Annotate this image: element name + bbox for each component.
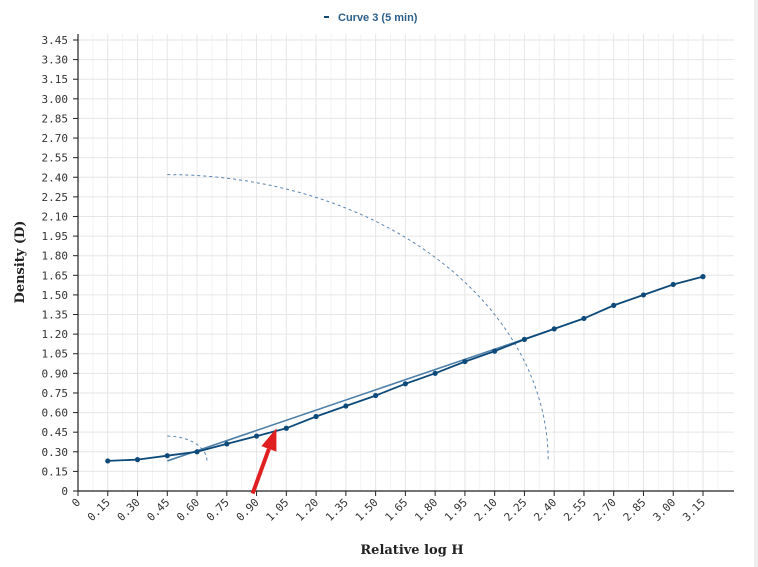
arrow-head <box>261 428 277 452</box>
grid <box>78 34 734 491</box>
y-tick-label: 0.75 <box>42 387 69 400</box>
y-tick-label: 2.10 <box>42 210 69 223</box>
x-axis-title: Relative log H <box>360 543 463 558</box>
y-tick-label: 0.90 <box>42 367 69 380</box>
data-point[interactable] <box>611 302 617 308</box>
data-point[interactable] <box>670 281 676 288</box>
dashed-arc <box>167 435 208 461</box>
x-tick-label: 1.20 <box>293 496 321 524</box>
x-tick-label: 1.95 <box>442 496 470 524</box>
data-point[interactable] <box>224 441 230 447</box>
x-tick-label: 1.65 <box>383 496 411 524</box>
x-tick-label: 0.15 <box>85 496 113 524</box>
legend-label: Curve 3 (5 min) <box>338 12 418 24</box>
y-tick-label: 2.85 <box>42 112 69 125</box>
y-tick-label: 3.15 <box>42 73 69 86</box>
series <box>105 274 706 464</box>
x-tick-label: 0.30 <box>115 496 143 524</box>
y-tick-label: 1.35 <box>42 309 69 322</box>
data-point[interactable] <box>105 458 111 464</box>
data-point[interactable] <box>194 449 200 455</box>
arrow-shaft <box>250 448 271 495</box>
arrow-layer <box>250 428 277 495</box>
legend[interactable]: Curve 3 (5 min) <box>324 12 418 24</box>
y-tick-label: 2.55 <box>42 152 69 165</box>
y-axis-ticks: 0 0.15 0.30 0.45 0.60 0.75 0.90 1.05 1.20 1.35 1.5… <box>42 34 78 498</box>
y-tick-label: 2.70 <box>42 132 69 145</box>
data-point[interactable] <box>283 425 289 431</box>
y-axis-title: Density (D) <box>13 221 28 304</box>
y-tick-label: 0.45 <box>42 426 69 439</box>
x-tick-label: 1.05 <box>264 496 292 524</box>
scrollbar-track[interactable] <box>754 0 758 567</box>
data-point[interactable] <box>313 413 319 420</box>
data-point[interactable] <box>492 348 498 354</box>
x-tick-label: 2.25 <box>502 496 530 524</box>
y-tick-label: 2.40 <box>42 171 69 184</box>
y-tick-label: 0.30 <box>42 446 69 459</box>
y-tick-label: 0.60 <box>42 407 69 420</box>
data-point[interactable] <box>134 457 141 463</box>
y-tick-label: 0.15 <box>42 465 69 478</box>
dashed-arc <box>167 174 549 461</box>
data-point[interactable] <box>253 433 260 439</box>
x-tick-label: 1.80 <box>412 496 440 524</box>
x-tick-label: 2.10 <box>472 496 500 524</box>
data-point[interactable] <box>462 358 468 365</box>
x-tick-label: 0.90 <box>234 496 262 524</box>
y-tick-label: 3.30 <box>42 54 69 67</box>
x-tick-label: 3.00 <box>650 496 678 524</box>
y-tick-label: 1.65 <box>42 269 69 282</box>
y-tick-label: 1.05 <box>42 348 69 361</box>
data-point[interactable] <box>432 370 438 376</box>
data-point[interactable] <box>551 326 557 332</box>
y-tick-label: 3.45 <box>42 34 69 47</box>
x-tick-label: 3.15 <box>680 496 708 524</box>
data-point[interactable] <box>581 315 587 322</box>
x-tick-label: 0.75 <box>204 496 232 524</box>
y-tick-label: 1.80 <box>42 250 69 263</box>
data-point[interactable] <box>373 392 379 399</box>
x-tick-label: 2.40 <box>531 496 559 524</box>
data-point[interactable] <box>164 453 170 459</box>
data-point[interactable] <box>343 403 349 409</box>
y-tick-label: 1.95 <box>42 230 69 243</box>
x-tick-label: 0.45 <box>144 496 172 524</box>
x-tick-label: 2.70 <box>591 496 619 524</box>
axes <box>77 34 734 492</box>
y-tick-label: 1.50 <box>42 289 69 302</box>
y-tick-label: 3.00 <box>42 93 69 106</box>
x-axis-ticks: 0 0.15 0.30 0.45 0.60 0.75 0.90 1.05 1.20 1.35 1.5… <box>69 491 708 524</box>
x-tick-label: 2.55 <box>561 496 589 524</box>
data-point[interactable] <box>640 292 647 298</box>
x-tick-label: 1.50 <box>353 496 381 524</box>
data-point[interactable] <box>700 274 706 280</box>
data-point[interactable] <box>402 381 408 387</box>
annotations <box>167 174 555 462</box>
tangent-line <box>167 328 555 462</box>
x-tick-label: 1.35 <box>323 496 351 524</box>
data-point[interactable] <box>521 336 528 342</box>
y-tick-label: 2.25 <box>42 191 69 204</box>
x-tick-label: 0 <box>69 496 83 510</box>
y-tick-label: 0 <box>61 485 68 498</box>
y-tick-label: 1.20 <box>42 328 69 341</box>
x-tick-label: 0.60 <box>174 496 202 524</box>
x-tick-label: 2.85 <box>621 496 649 524</box>
